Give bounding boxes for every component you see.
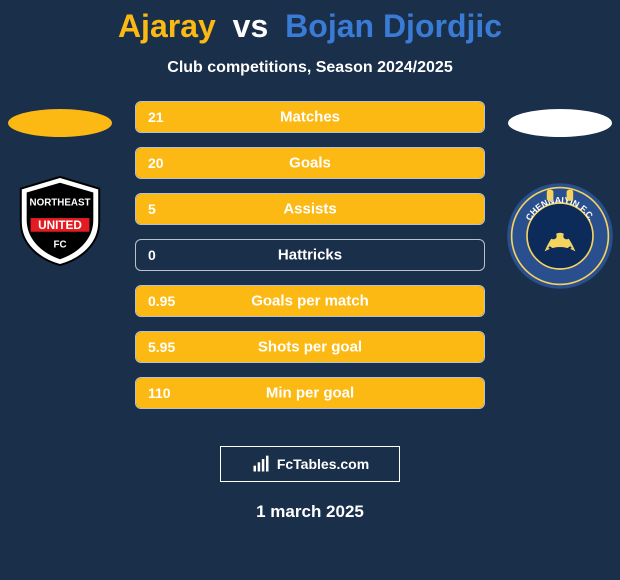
stat-value-left: 110	[148, 385, 171, 401]
stat-value-left: 5.95	[148, 339, 175, 355]
page-title: Ajaray vs Bojan Djordjic	[0, 0, 620, 45]
comparison-container: Ajaray vs Bojan Djordjic Club competitio…	[0, 0, 620, 580]
stat-bar: 5.95 Shots per goal	[135, 331, 485, 363]
stat-bar: 0 Hattricks	[135, 239, 485, 271]
left-side: NORTHEAST UNITED FC	[0, 101, 120, 441]
stat-bar: 21 Matches	[135, 101, 485, 133]
stat-bar: 5 Assists	[135, 193, 485, 225]
bar-chart-icon	[251, 454, 271, 474]
brand-text: FcTables.com	[277, 456, 369, 472]
player2-club-badge: CHENNAIYIN F.C.	[505, 181, 615, 291]
chennaiyin-badge-icon: CHENNAIYIN F.C.	[505, 181, 615, 291]
stat-value-left: 21	[148, 109, 164, 125]
svg-text:NORTHEAST: NORTHEAST	[30, 197, 91, 208]
stat-label: Min per goal	[266, 385, 354, 402]
stat-label: Shots per goal	[258, 339, 362, 356]
stat-bar: 0.95 Goals per match	[135, 285, 485, 317]
stat-label: Goals per match	[251, 293, 369, 310]
stat-value-left: 0	[148, 247, 156, 263]
stat-value-left: 20	[148, 155, 164, 171]
svg-text:FC: FC	[53, 239, 66, 250]
main-area: NORTHEAST UNITED FC	[0, 101, 620, 441]
player1-name: Ajaray	[118, 8, 216, 44]
player2-name: Bojan Djordjic	[285, 8, 502, 44]
stat-label: Goals	[289, 155, 331, 172]
stat-value-left: 5	[148, 201, 156, 217]
stats-bars: 21 Matches 20 Goals 5 Assists 0 Hattricks 0.95 Go…	[135, 101, 485, 409]
northeast-united-badge-icon: NORTHEAST UNITED FC	[11, 171, 109, 269]
player1-ellipse	[8, 109, 112, 137]
stat-bar: 110 Min per goal	[135, 377, 485, 409]
stat-bar: 20 Goals	[135, 147, 485, 179]
stat-label: Assists	[283, 201, 336, 218]
player2-ellipse	[508, 109, 612, 137]
player1-club-badge: NORTHEAST UNITED FC	[11, 171, 109, 269]
title-vs: vs	[233, 8, 269, 44]
fctables-brand[interactable]: FcTables.com	[220, 446, 400, 482]
comparison-date: 1 march 2025	[256, 502, 364, 522]
subtitle: Club competitions, Season 2024/2025	[0, 59, 620, 77]
stat-label: Matches	[280, 109, 340, 126]
right-side: CHENNAIYIN F.C.	[500, 101, 620, 441]
stat-value-left: 0.95	[148, 293, 175, 309]
svg-text:UNITED: UNITED	[38, 219, 82, 232]
stat-label: Hattricks	[278, 247, 342, 264]
